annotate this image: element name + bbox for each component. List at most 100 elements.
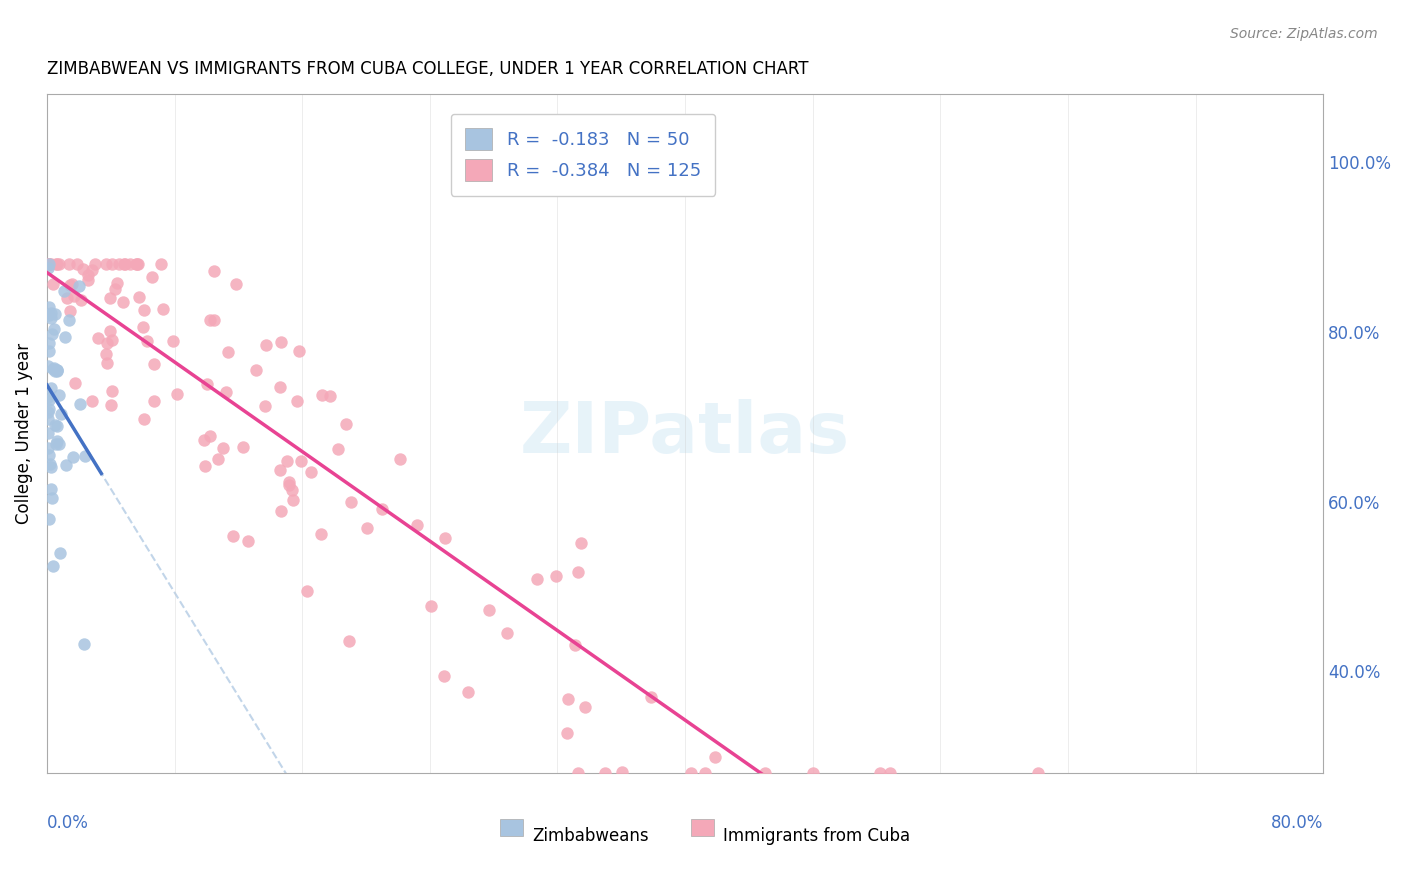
Point — [37, 425, 59, 440]
Text: 80.0%: 80.0% — [1271, 814, 1323, 832]
Point — [335, 417, 357, 431]
Point — [58, 313, 80, 327]
Point — [42, 362, 65, 376]
Point — [38, 393, 60, 408]
Text: Immigrants from Cuba: Immigrants from Cuba — [723, 828, 911, 846]
Point — [46, 363, 69, 377]
Point — [38, 257, 60, 271]
Text: ZIMBABWEAN VS IMMIGRANTS FROM CUBA COLLEGE, UNDER 1 YEAR CORRELATION CHART: ZIMBABWEAN VS IMMIGRANTS FROM CUBA COLLE… — [46, 60, 808, 78]
Point — [63, 288, 86, 302]
Point — [94, 347, 117, 361]
Point — [100, 334, 122, 348]
Point — [42, 322, 65, 336]
Point — [38, 257, 60, 271]
Point — [326, 442, 349, 457]
Point — [253, 400, 276, 414]
Point — [280, 483, 302, 497]
Point — [55, 458, 77, 473]
Point — [37, 359, 59, 374]
Point — [555, 725, 578, 739]
Point — [212, 441, 235, 455]
Point — [84, 257, 107, 271]
Point — [45, 418, 67, 433]
Point — [100, 398, 122, 412]
Point — [193, 434, 215, 448]
FancyBboxPatch shape — [692, 820, 714, 837]
Point — [287, 343, 309, 358]
Point — [290, 453, 312, 467]
Point — [610, 765, 633, 780]
Point — [39, 483, 62, 497]
Point — [801, 766, 824, 780]
Point — [48, 257, 70, 271]
Point — [114, 257, 136, 271]
Point — [112, 295, 135, 310]
Point — [297, 584, 319, 599]
Point — [52, 284, 75, 298]
Point — [98, 324, 121, 338]
Point — [38, 402, 60, 417]
Y-axis label: College, Under 1 year: College, Under 1 year — [15, 343, 32, 524]
Point — [82, 263, 104, 277]
Point — [49, 546, 72, 560]
Point — [198, 313, 221, 327]
Point — [269, 380, 291, 394]
Point — [285, 394, 308, 409]
Point — [39, 457, 62, 471]
Point — [278, 475, 301, 490]
Point — [39, 311, 62, 326]
Point — [269, 463, 291, 477]
Point — [125, 257, 148, 271]
Point — [105, 276, 128, 290]
Point — [45, 257, 67, 271]
Point — [39, 306, 62, 320]
Point — [45, 257, 67, 271]
Point — [86, 331, 108, 345]
Point — [60, 277, 83, 292]
Point — [59, 304, 82, 318]
Point — [44, 307, 66, 321]
Point — [108, 257, 131, 271]
Point — [356, 521, 378, 535]
Point — [198, 429, 221, 443]
Point — [44, 418, 66, 433]
Point — [433, 531, 456, 545]
Point — [127, 257, 149, 271]
Point — [96, 335, 118, 350]
Point — [98, 291, 121, 305]
Point — [695, 766, 717, 780]
Point — [73, 449, 96, 463]
Point — [80, 393, 103, 408]
Point — [112, 257, 135, 271]
Point — [72, 637, 94, 651]
Point — [215, 385, 238, 400]
Point — [420, 599, 443, 613]
Point — [754, 766, 776, 780]
Point — [340, 494, 363, 508]
Text: 0.0%: 0.0% — [46, 814, 89, 832]
Point — [101, 257, 124, 271]
Point — [311, 388, 333, 402]
Point — [197, 376, 219, 391]
Point — [337, 633, 360, 648]
Point — [207, 452, 229, 467]
Point — [478, 602, 501, 616]
Point — [567, 566, 589, 580]
Text: Source: ZipAtlas.com: Source: ZipAtlas.com — [1230, 27, 1378, 41]
Point — [77, 273, 100, 287]
Point — [433, 668, 456, 682]
Point — [128, 290, 150, 304]
Point — [574, 700, 596, 714]
Point — [245, 363, 267, 377]
Point — [48, 437, 70, 451]
Point — [38, 256, 60, 270]
Point — [76, 268, 98, 283]
Point — [1026, 766, 1049, 780]
Point — [37, 261, 59, 276]
Point — [593, 766, 616, 780]
Point — [69, 397, 91, 411]
Point — [37, 390, 59, 404]
Point — [546, 569, 568, 583]
Point — [681, 766, 703, 780]
Point — [526, 572, 548, 586]
